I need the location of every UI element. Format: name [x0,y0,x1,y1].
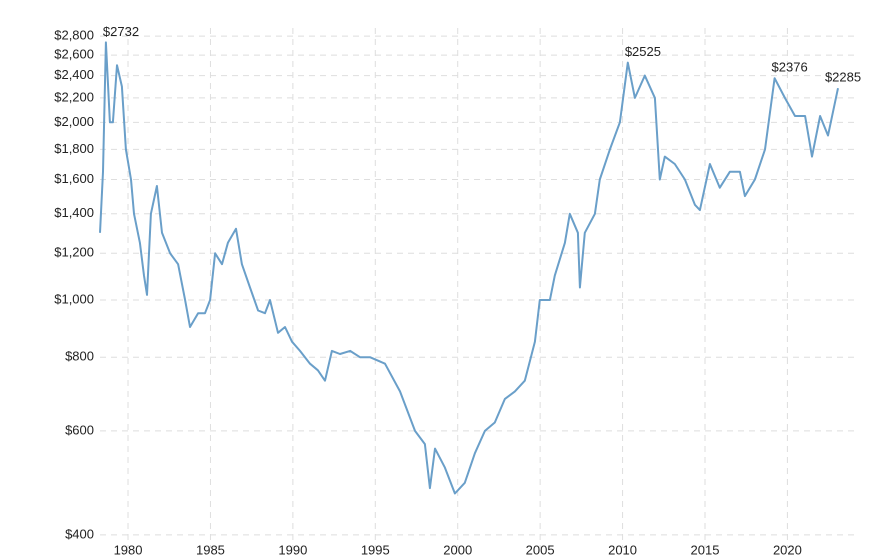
y-tick-label: $600 [65,422,94,437]
annotation: $2525 [625,44,661,59]
x-tick-label: 2015 [691,542,720,557]
y-tick-label: $2,400 [54,67,94,82]
x-tick-label: 1980 [114,542,143,557]
x-tick-label: 2020 [773,542,802,557]
y-tick-label: $400 [65,526,94,541]
annotation: $2285 [825,70,861,85]
x-tick-label: 1995 [361,542,390,557]
y-tick-label: $1,600 [54,171,94,186]
y-tick-label: $1,200 [54,245,94,260]
y-tick-label: $800 [65,349,94,364]
x-tick-label: 2000 [443,542,472,557]
x-tick-label: 1990 [278,542,307,557]
y-tick-label: $2,200 [54,89,94,104]
y-tick-label: $2,000 [54,114,94,129]
annotation: $2732 [103,24,139,39]
y-tick-label: $1,000 [54,291,94,306]
y-tick-label: $2,800 [54,28,94,43]
annotation: $2376 [772,60,808,75]
y-tick-label: $1,800 [54,141,94,156]
x-tick-label: 1985 [196,542,225,557]
price-line [99,41,839,495]
y-tick-label: $1,400 [54,205,94,220]
y-tick-label: $2,600 [54,47,94,62]
x-tick-label: 2010 [608,542,637,557]
x-tick-label: 2005 [526,542,555,557]
